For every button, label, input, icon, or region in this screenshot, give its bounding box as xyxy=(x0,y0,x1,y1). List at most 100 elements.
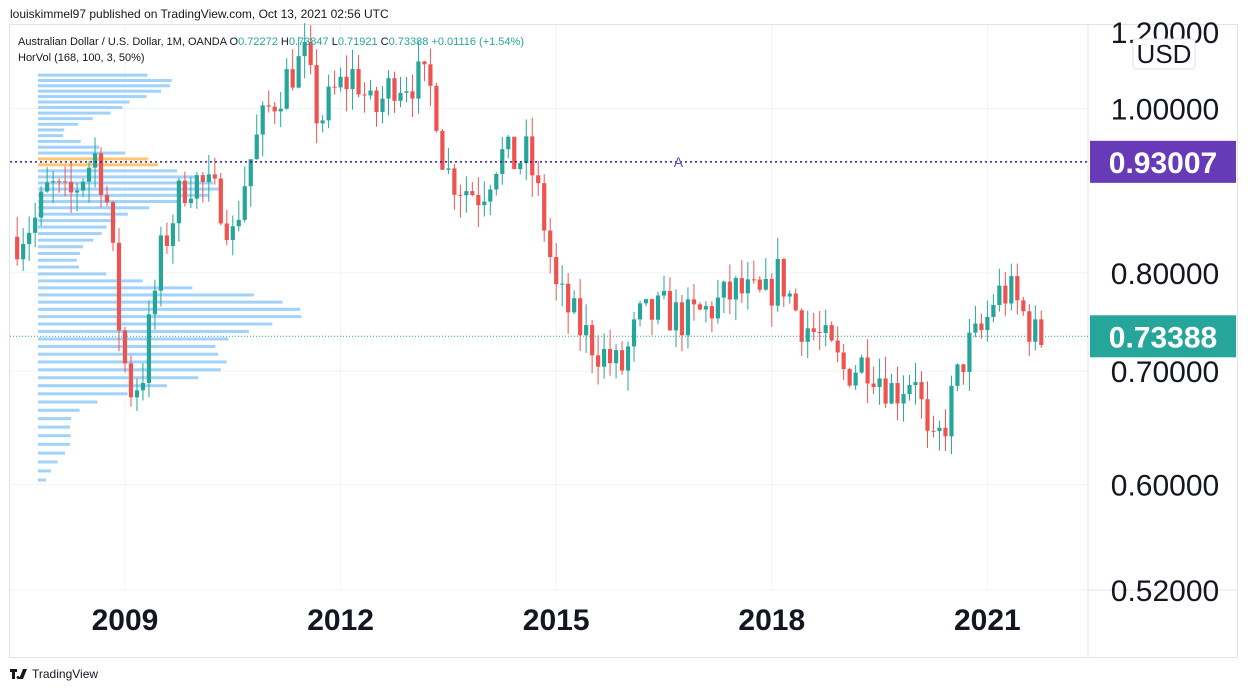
volume-profile-bar xyxy=(38,272,107,276)
candle-up xyxy=(584,325,589,336)
candle-up xyxy=(146,314,152,383)
candle-down xyxy=(314,65,319,124)
chart-grid xyxy=(10,25,1238,657)
candle-down xyxy=(739,278,744,294)
candle-down xyxy=(356,69,361,95)
candle-up xyxy=(602,348,607,367)
candle-down xyxy=(925,399,930,431)
volume-profile-bar xyxy=(38,238,94,242)
volume-profile-bar xyxy=(38,337,229,341)
low-label: L xyxy=(331,36,338,48)
candle-up xyxy=(853,372,858,386)
candle-down xyxy=(440,130,445,170)
price-tick-label: 1.00000 xyxy=(1111,93,1219,126)
candle-up xyxy=(733,278,738,300)
time-axis[interactable]: 2009 2012 2015 2018 2021 xyxy=(92,604,1021,637)
volume-profile-bar xyxy=(38,451,66,455)
footer: TradingView xyxy=(10,667,98,681)
candle-down xyxy=(847,369,852,386)
tradingview-brand: TradingView xyxy=(32,667,99,681)
candle-up xyxy=(1033,319,1038,342)
price-tick-label: 0.60000 xyxy=(1111,470,1219,503)
volume-profile-bar xyxy=(38,225,107,229)
volume-profile-bar xyxy=(38,442,71,446)
candle-down xyxy=(769,278,774,306)
candle-down xyxy=(512,136,517,170)
candle-up xyxy=(134,390,140,398)
candle-up xyxy=(877,378,882,388)
candle-up xyxy=(685,299,691,336)
candle-down xyxy=(362,94,367,96)
candle-up xyxy=(661,291,667,296)
candle-up xyxy=(949,385,954,437)
candle-up xyxy=(338,76,343,88)
candle-down xyxy=(266,105,271,107)
candle-down xyxy=(566,283,571,313)
candle-down xyxy=(548,230,553,258)
volume-profile-bar xyxy=(38,232,102,236)
candle-up xyxy=(805,328,810,342)
candle-up xyxy=(152,290,158,315)
horizontal-line-badge-label: 0.93007 xyxy=(1109,147,1217,180)
candle-up xyxy=(51,181,56,183)
currency-label: USD xyxy=(1137,39,1192,69)
candle-down xyxy=(15,236,20,260)
candle-up xyxy=(913,382,918,386)
candle-up xyxy=(775,258,780,306)
candle-down xyxy=(344,76,349,90)
candle-down xyxy=(590,325,595,356)
indicator-title[interactable]: HorVol (168, 100, 3, 50%) xyxy=(18,52,145,64)
candle-down xyxy=(596,355,601,367)
last-price-badge-label: 0.73388 xyxy=(1109,321,1217,354)
price-axis[interactable]: 1.000000.800000.700000.600000.520001.200… xyxy=(1111,17,1219,608)
candle-up xyxy=(45,182,50,192)
volume-profile-bar xyxy=(38,128,65,132)
candle-up xyxy=(488,189,493,202)
candle-down xyxy=(452,168,457,195)
candle-up xyxy=(991,305,996,317)
candle-down xyxy=(332,86,337,88)
volume-profile-bar xyxy=(38,151,126,155)
candle-down xyxy=(1039,319,1044,345)
volume-profile-bar xyxy=(38,73,148,77)
symbol-title[interactable]: Australian Dollar / U.S. Dollar, 1M, OAN… xyxy=(18,36,227,48)
price-tick-label: 0.52000 xyxy=(1111,575,1219,608)
candle-down xyxy=(374,90,379,113)
candle-down xyxy=(110,202,116,243)
candle-up xyxy=(260,105,265,135)
candle-down xyxy=(679,302,685,336)
candlestick-series xyxy=(15,23,1044,455)
candle-down xyxy=(709,306,714,319)
candle-up xyxy=(33,217,38,233)
candle-down xyxy=(290,69,295,88)
candle-down xyxy=(841,352,846,370)
candle-up xyxy=(572,298,577,313)
candle-up xyxy=(242,186,247,220)
candle-down xyxy=(817,331,822,333)
volume-profile-bar xyxy=(38,134,64,138)
volume-profile-bar xyxy=(38,251,80,255)
candle-down xyxy=(182,180,187,204)
volume-profile-bar xyxy=(38,469,51,473)
candle-up xyxy=(248,159,253,187)
volume-profile-bar xyxy=(38,219,116,223)
time-tick-label: 2012 xyxy=(307,604,374,637)
candle-up xyxy=(560,283,565,285)
volume-profile-bar xyxy=(38,307,301,311)
candle-up xyxy=(284,69,289,109)
volume-profile-bar xyxy=(38,408,80,412)
volume-profile-bar xyxy=(38,300,283,304)
candle-up xyxy=(320,120,325,124)
candle-up xyxy=(92,153,98,168)
price-lines: A 0.93007 0.73388 xyxy=(10,140,1236,358)
candle-down xyxy=(781,258,786,297)
candle-down xyxy=(1003,285,1008,304)
tradingview-logo-icon xyxy=(10,669,27,679)
candle-up xyxy=(889,383,894,404)
candle-down xyxy=(410,91,415,99)
candle-up xyxy=(643,299,649,304)
candle-up xyxy=(86,167,92,182)
candle-down xyxy=(751,279,756,281)
candle-up xyxy=(140,382,146,391)
